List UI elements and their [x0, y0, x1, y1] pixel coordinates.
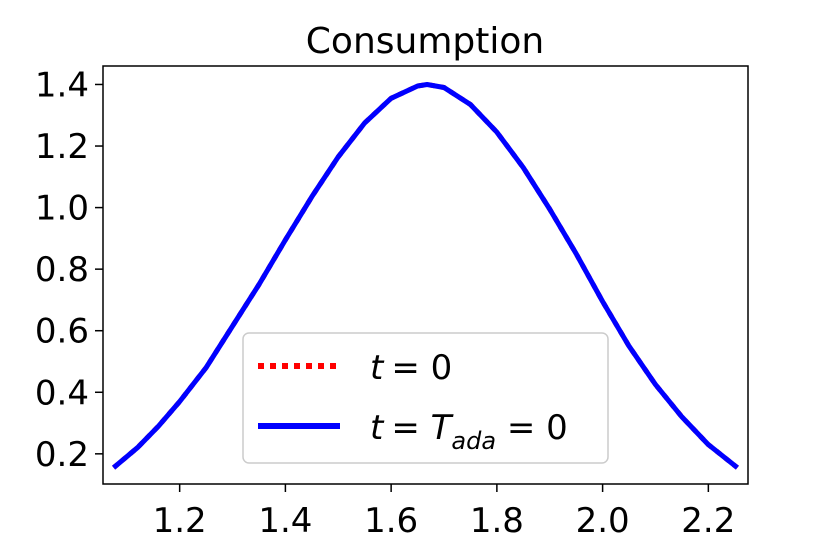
x-axis: 1.2 1.4 1.6 1.8 2.0 2.2 [153, 484, 735, 541]
legend-label-tada-var: t [370, 408, 385, 448]
y-tick-label: 0.2 [35, 435, 89, 475]
x-tick-label: 1.6 [364, 501, 418, 541]
y-tick-label: 0.6 [35, 312, 89, 352]
legend-label-tada: t = Tada = 0 [370, 408, 568, 455]
chart-title: Consumption [306, 21, 544, 62]
legend: t = 0 t = Tada = 0 [242, 332, 609, 464]
x-tick-label: 2.2 [681, 501, 735, 541]
y-tick-label: 1.4 [35, 65, 89, 105]
series-line-1 [111, 82, 739, 470]
y-tick-label: 1.2 [35, 127, 89, 167]
x-tick-label: 1.4 [258, 501, 312, 541]
plot-frame [102, 65, 749, 485]
legend-label-tada-tail: = 0 [496, 408, 568, 448]
y-tick-label: 0.8 [35, 250, 89, 290]
x-tick-label: 2.0 [576, 501, 630, 541]
legend-label-t0: t = 0 [370, 348, 452, 388]
x-tick-label: 1.2 [153, 501, 207, 541]
plot-lines [111, 82, 739, 470]
legend-label-t0-var: t [370, 348, 385, 388]
y-axis: 0.2 0.4 0.6 0.8 1.0 1.2 1.4 [35, 65, 103, 475]
legend-label-tada-T: T [431, 408, 454, 448]
y-tick-label: 1.0 [35, 189, 89, 229]
legend-label-tada-eq: = [391, 408, 430, 448]
x-tick-label: 1.8 [470, 501, 524, 541]
legend-label-tada-sub: ada [451, 427, 496, 455]
legend-label-t0-eq: = 0 [391, 348, 452, 388]
y-tick-label: 0.4 [35, 373, 89, 413]
